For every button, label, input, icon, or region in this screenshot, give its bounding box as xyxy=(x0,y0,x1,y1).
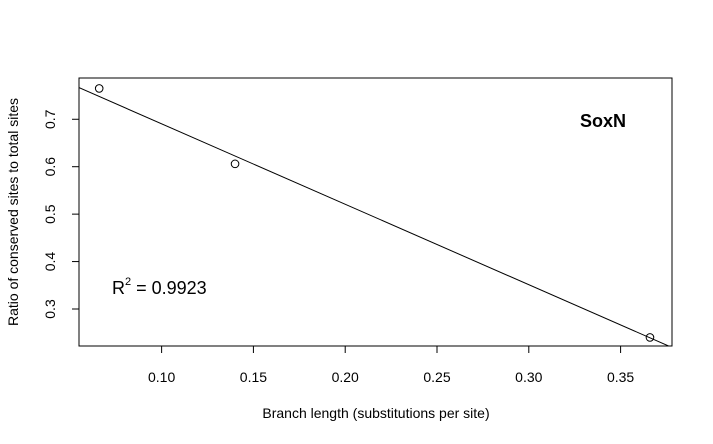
x-tick-label: 0.20 xyxy=(332,369,359,385)
y-tick-label: 0.7 xyxy=(42,109,58,129)
x-tick-label: 0.10 xyxy=(148,369,175,385)
x-tick-label: 0.25 xyxy=(423,369,450,385)
data-point xyxy=(94,84,104,93)
data-point xyxy=(230,159,240,169)
r-squared-value: = 0.9923 xyxy=(131,278,207,298)
x-tick-label: 0.30 xyxy=(515,369,542,385)
y-tick-label: 0.5 xyxy=(42,204,58,224)
data-points xyxy=(94,84,655,342)
r-squared-annotation: R2 = 0.9923 xyxy=(112,276,207,298)
r-squared-symbol: R xyxy=(112,278,125,298)
x-tick-label: 0.35 xyxy=(607,369,634,385)
y-axis-label: Ratio of conserved sites to total sites xyxy=(5,98,21,326)
regression-line xyxy=(79,87,670,346)
y-tick-label: 0.6 xyxy=(42,157,58,177)
y-tick-label: 0.3 xyxy=(42,299,58,319)
y-tick-label: 0.4 xyxy=(42,252,58,272)
data-point xyxy=(645,333,655,342)
r-squared-superscript: 2 xyxy=(125,276,131,288)
x-axis: 0.10 0.15 0.20 0.25 0.30 0.35 xyxy=(148,345,634,385)
gene-label: SoxN xyxy=(580,111,626,131)
x-tick-label: 0.15 xyxy=(240,369,267,385)
y-axis: 0.3 0.4 0.5 0.6 0.7 xyxy=(42,109,80,319)
x-axis-label: Branch length (substitutions per site) xyxy=(262,405,489,421)
